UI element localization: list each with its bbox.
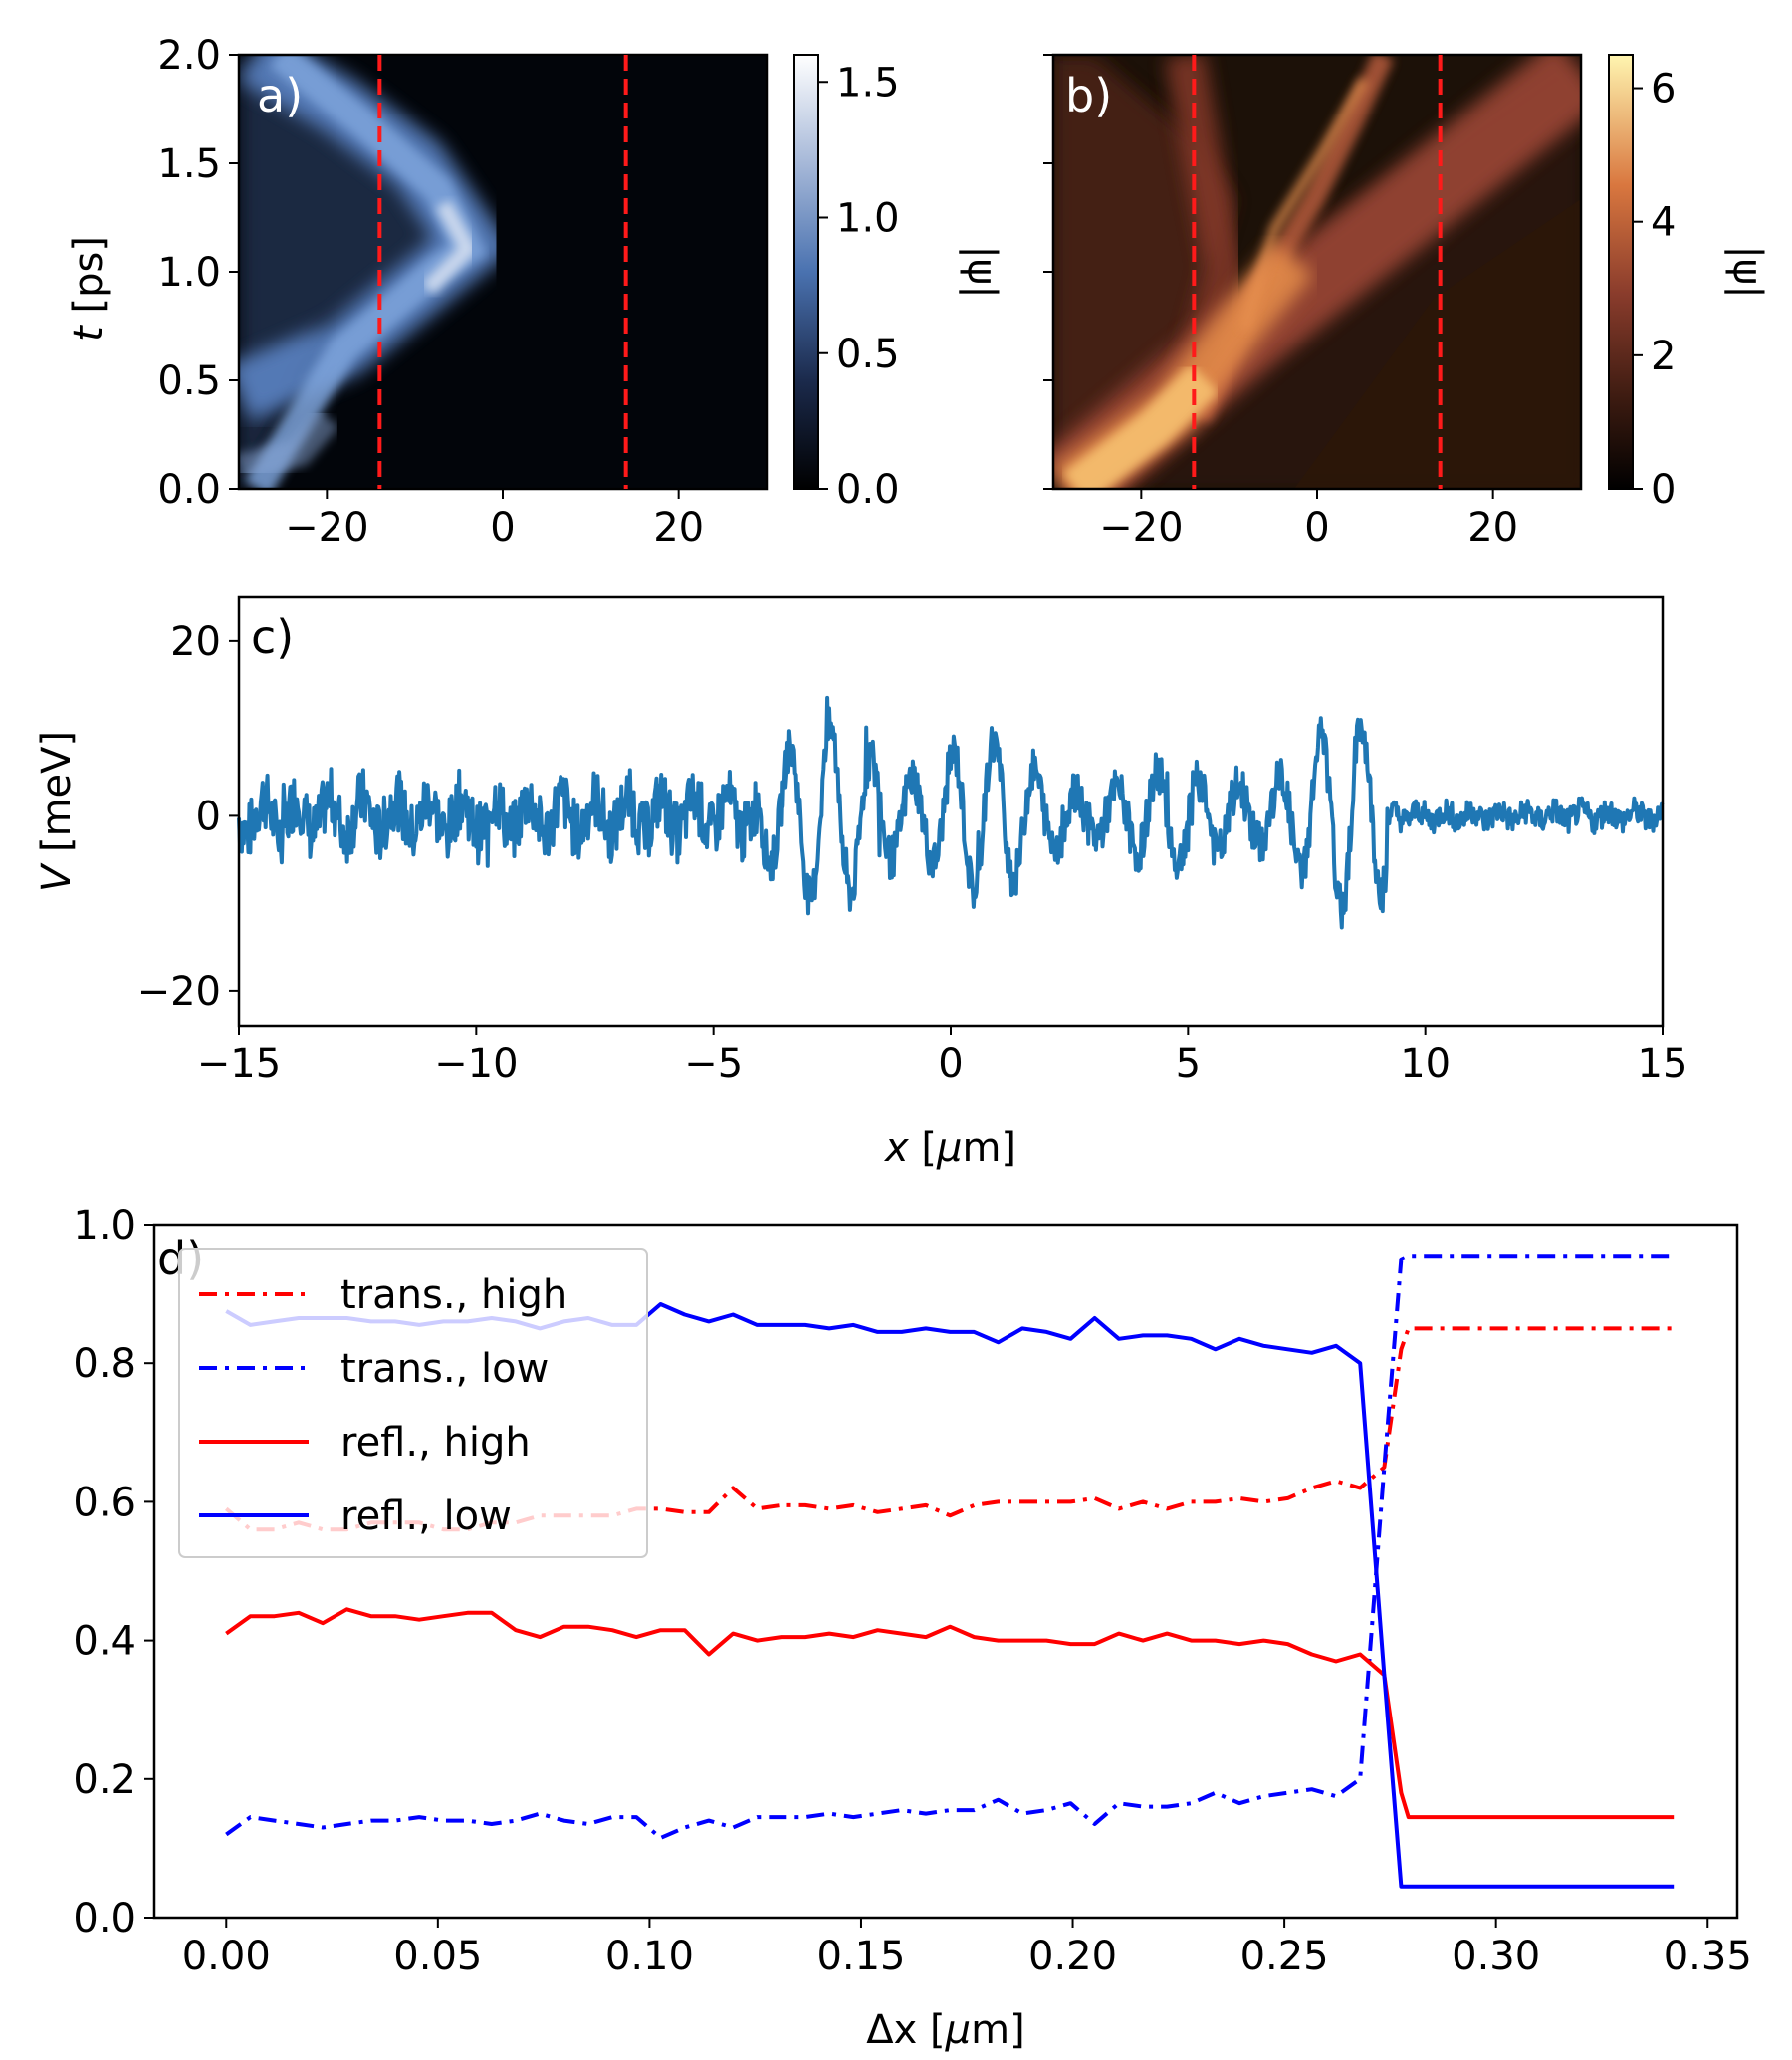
x-axis-label-c: x [μm] — [883, 1125, 1016, 1171]
colorbar-label-a: |ψ| — [959, 245, 1005, 298]
x-tick-label: −5 — [684, 1041, 743, 1087]
dashed-markers-b — [1192, 55, 1443, 489]
panel-label-c: c) — [251, 610, 294, 664]
x-tick-label: 0.05 — [393, 1934, 482, 1979]
series-line-1 — [225, 1254, 1675, 1840]
x-tick-label: 20 — [1467, 505, 1518, 551]
colorbar-tick-label: 1.5 — [836, 60, 900, 106]
y-tick-label: 1.0 — [73, 1203, 136, 1249]
axes-b: −20 0 20 — [1043, 54, 1518, 551]
x-tick-label: 15 — [1638, 1041, 1688, 1087]
y-tick-label: 0 — [196, 794, 221, 839]
panel-d: 0.00 0.05 0.10 0.15 0.20 0.25 0.30 0.35 0.0 0.2 0.… — [73, 1203, 1751, 2053]
legend-box — [178, 1248, 648, 1558]
y-tick-label: 0.2 — [73, 1757, 136, 1803]
panel-label-a: a) — [257, 69, 303, 122]
colorbar-tick-label: 0 — [1651, 467, 1676, 513]
x-tick-label: 5 — [1176, 1041, 1201, 1087]
y-tick-label: 1.0 — [157, 250, 221, 296]
x-tick-label: −20 — [285, 505, 368, 551]
axes-c: −15 −10 −5 0 5 10 15 −20 0 20 — [137, 619, 1688, 1087]
axes-d: 0.00 0.05 0.10 0.15 0.20 0.25 0.30 0.35 0.0 0.2 0.… — [73, 1203, 1751, 1979]
legend-label-1: trans., low — [340, 1346, 549, 1392]
x-tick-label: 0.10 — [605, 1934, 694, 1979]
y-tick-label: 0.0 — [157, 467, 221, 513]
x-tick-label: 20 — [653, 505, 704, 551]
y-tick-label: 0.0 — [73, 1896, 136, 1942]
y-tick-label: 20 — [170, 619, 221, 665]
y-axis-label-c: V [meV] — [34, 731, 80, 892]
potential-line — [237, 695, 1665, 930]
x-tick-label: 0 — [490, 505, 515, 551]
heatmap-b — [1053, 55, 1581, 489]
x-axis-label-d: Δx [μm] — [866, 2007, 1024, 2053]
colorbar-tick-label: 1.0 — [836, 196, 900, 242]
plot-frame-d — [152, 1223, 1739, 1920]
y-tick-label: 0.5 — [157, 358, 221, 404]
x-tick-label: 0 — [938, 1041, 963, 1087]
colorbar-b — [1608, 54, 1634, 490]
y-tick-label: 2.0 — [157, 33, 221, 79]
y-tick-label: 1.5 — [157, 141, 221, 187]
legend: trans., high trans., low refl., high refl.,… — [178, 1248, 648, 1558]
heatmap-a — [239, 55, 767, 489]
colorbar-ticks-a: 0.0 0.5 1.0 1.5 — [818, 60, 900, 513]
y-tick-label: 0.4 — [73, 1619, 136, 1665]
x-tick-label: 0 — [1304, 505, 1329, 551]
colorbar-tick-label: 0.0 — [836, 467, 900, 513]
colorbar-tick-label: 4 — [1651, 200, 1676, 246]
x-tick-label: −15 — [197, 1041, 281, 1087]
legend-label-0: trans., high — [340, 1272, 567, 1318]
x-tick-label: 0.35 — [1664, 1934, 1752, 1979]
colorbar-tick-label: 2 — [1651, 334, 1676, 379]
panel-label-b: b) — [1065, 69, 1112, 122]
x-tick-label: −20 — [1099, 505, 1183, 551]
x-tick-label: 10 — [1400, 1041, 1451, 1087]
dashed-markers-a — [377, 55, 628, 489]
y-tick-label: 0.6 — [73, 1480, 136, 1525]
y-tick-label: −20 — [137, 969, 221, 1015]
x-tick-label: 0.20 — [1028, 1934, 1117, 1979]
panel-c: −15 −10 −5 0 5 10 15 −20 0 20 c) x [μm] V [meV] — [34, 595, 1688, 1171]
y-axis-label-a: t [ps] — [66, 236, 112, 342]
y-tick-label: 0.8 — [73, 1341, 136, 1387]
colorbar-label-b: |ψ| — [1724, 245, 1770, 298]
series-line-2 — [225, 1607, 1675, 1820]
colorbar-a — [793, 54, 819, 490]
x-tick-label: −10 — [434, 1041, 518, 1087]
x-tick-label: 0.00 — [182, 1934, 271, 1979]
colorbar-tick-label: 0.5 — [836, 332, 900, 377]
legend-label-2: refl., high — [340, 1420, 531, 1466]
x-tick-label: 0.30 — [1452, 1934, 1540, 1979]
panel-a: −20 0 20 0.0 0.5 1.0 1.5 2.0 a) t [ps] 0.0 0.5 1.… — [66, 33, 1005, 551]
colorbar-tick-label: 6 — [1651, 67, 1676, 113]
series-line-0 — [224, 1326, 1675, 1532]
panel-b: −20 0 20 b) 0 2 4 6 |ψ| — [1043, 53, 1770, 551]
x-tick-label: 0.15 — [816, 1934, 905, 1979]
colorbar-ticks-b: 0 2 4 6 — [1633, 67, 1676, 513]
legend-label-3: refl., low — [340, 1493, 512, 1539]
x-tick-label: 0.25 — [1240, 1934, 1329, 1979]
axes-a: −20 0 20 0.0 0.5 1.0 1.5 2.0 — [157, 33, 704, 551]
